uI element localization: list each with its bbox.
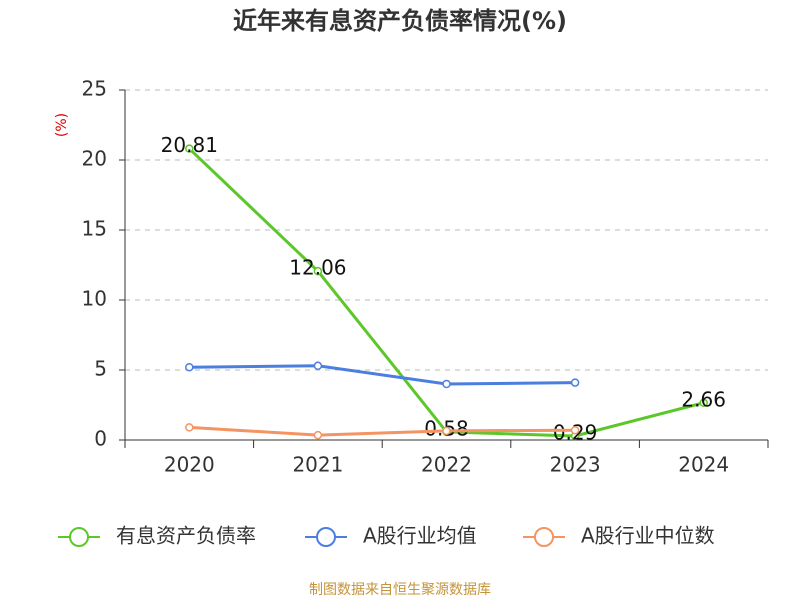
y-axis-label: (%) (54, 113, 70, 137)
data-point (185, 362, 194, 372)
source-note: 制图数据来自恒生聚源数据库 (309, 582, 491, 598)
x-tick-label: 2023 (550, 453, 601, 477)
data-label: 20.81 (161, 133, 218, 157)
legend-marker (316, 527, 336, 547)
x-tick-label: 2021 (292, 453, 343, 477)
y-tick-label: 15 (82, 217, 107, 241)
chart-title: 近年来有息资产负债率情况(%) (233, 7, 567, 35)
y-tick-label: 10 (82, 287, 107, 311)
legend-label: A股行业中位数 (581, 524, 715, 548)
x-tick-label: 2024 (678, 453, 729, 477)
data-label: 12.06 (289, 256, 346, 280)
data-point (570, 378, 580, 387)
series-line (188, 147, 705, 438)
legend-marker (534, 527, 554, 547)
data-point (570, 425, 580, 435)
series-line (189, 425, 576, 437)
y-tick-label: 0 (94, 427, 107, 451)
data-point (185, 423, 194, 432)
legend-label: A股行业均值 (363, 524, 477, 548)
x-tick-label: 2022 (421, 453, 472, 477)
data-point (442, 426, 451, 436)
legend-label: 有息资产负债率 (116, 524, 256, 548)
data-label: 2.66 (681, 387, 726, 411)
data-point (185, 144, 194, 153)
data-point (699, 398, 708, 408)
x-tick-label: 2020 (164, 453, 215, 477)
series-line (189, 364, 576, 386)
y-tick-label: 20 (82, 147, 107, 171)
data-point (313, 430, 323, 440)
data-point (313, 361, 323, 371)
data-point (313, 266, 323, 276)
y-tick-label: 5 (94, 357, 107, 381)
legend-marker (69, 527, 89, 547)
y-tick-label: 25 (82, 77, 107, 101)
data-point (442, 379, 451, 389)
